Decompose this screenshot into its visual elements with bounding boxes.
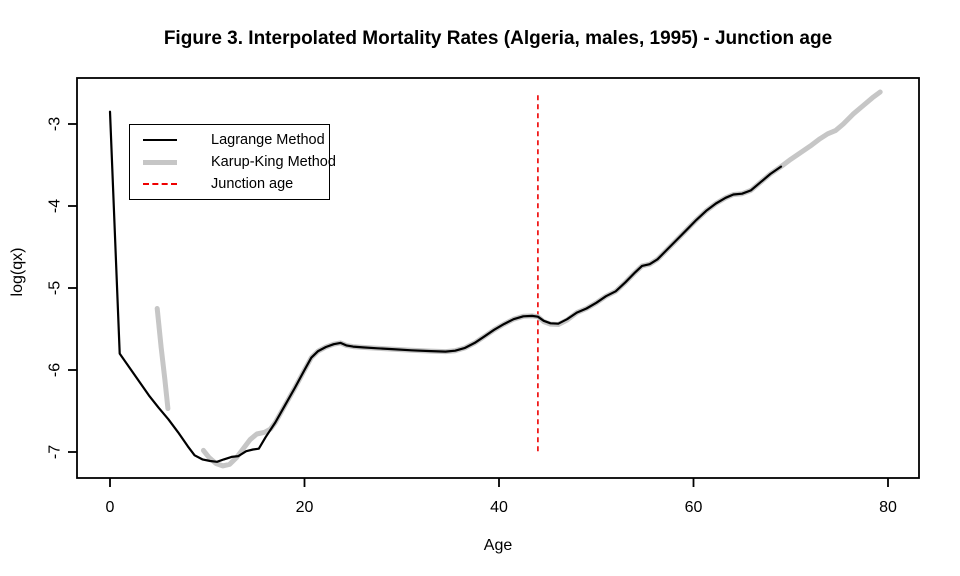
legend: Lagrange Method Karup-King Method Juncti… [129,124,336,200]
plot-box [76,77,920,479]
legend-item-karup-king: Karup-King Method [143,153,336,172]
x-tick-label: 40 [490,499,508,516]
y-tick-label: -7 [47,445,64,459]
series-karup-king-child-line [154,306,171,411]
y-axis-title: log(qx) [9,247,26,297]
legend-item-junction-age: Junction age [143,174,329,193]
series-lagrange-line [108,110,783,463]
legend-label: Junction age [211,175,294,192]
legend-item-lagrange: Lagrange Method [143,131,329,150]
x-tick-label: 0 [106,499,115,516]
x-tick-label: 20 [296,499,314,516]
y-tick-label: -4 [47,199,64,213]
y-tick-label: -5 [47,281,64,295]
legend-label: Lagrange Method [211,132,325,149]
chart-title: Figure 3. Interpolated Mortality Rates (… [163,28,833,49]
x-tick-label: 60 [685,499,703,516]
legend-label: Karup-King Method [211,154,336,170]
x-axis-title: Age [483,537,513,554]
lagrange-line-swatch [143,139,177,142]
y-tick-label: -6 [47,363,64,377]
junction-age-line-swatch [143,182,177,185]
y-tick-label: -3 [47,117,64,131]
karup-king-line-swatch [143,159,177,165]
x-tick-label: 80 [879,499,897,516]
